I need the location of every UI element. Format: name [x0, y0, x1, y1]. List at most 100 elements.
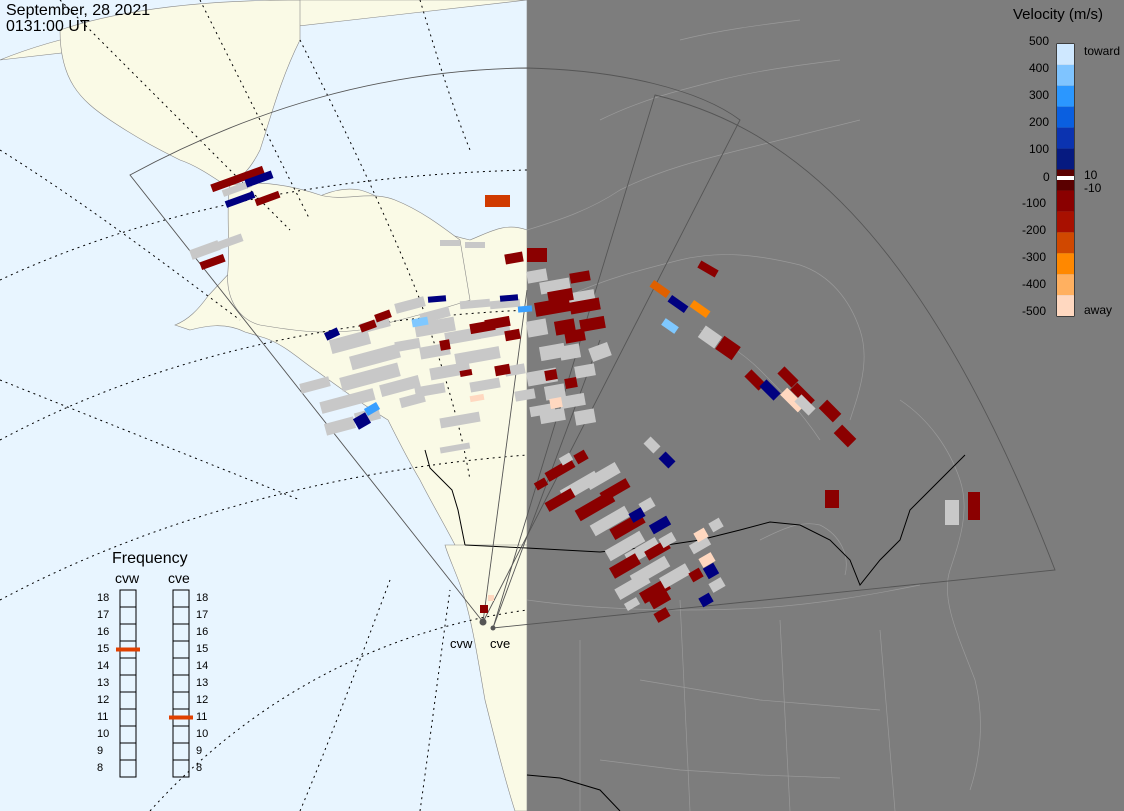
range-cell — [394, 296, 426, 314]
range-cell — [688, 535, 712, 555]
range-cell — [614, 572, 651, 600]
seward-land — [227, 182, 471, 333]
range-cell — [214, 233, 244, 251]
range-cell — [759, 379, 781, 401]
radar-echoes — [189, 165, 980, 623]
range-cell — [825, 490, 839, 508]
range-cell — [573, 408, 597, 426]
range-cell — [638, 497, 656, 513]
range-cell — [648, 515, 672, 535]
range-cell — [349, 343, 401, 371]
velocity-tick-label: 500 — [1029, 34, 1050, 48]
velocity-scale-zero-band — [1057, 176, 1074, 180]
frequency-marker-cvw — [116, 647, 140, 652]
range-cell — [689, 299, 711, 319]
range-cell — [526, 268, 548, 284]
range-cell — [319, 388, 376, 414]
velocity-tick-label: -400 — [1022, 277, 1047, 291]
range-cell — [489, 298, 521, 310]
range-cell — [588, 342, 612, 362]
range-cell — [379, 375, 421, 397]
range-cell — [599, 478, 631, 502]
frequency-level-label: 18 — [196, 591, 209, 604]
frequency-radar-cvw: cvw — [115, 570, 140, 586]
range-cell — [427, 295, 447, 303]
velocity-tick-label: -500 — [1022, 304, 1047, 318]
range-cell — [589, 505, 631, 537]
range-cell — [439, 442, 471, 454]
range-cell — [643, 436, 661, 454]
range-cell — [584, 462, 621, 490]
range-cell — [189, 240, 221, 260]
time-label: 0131:00 UT — [6, 18, 90, 35]
range-cell — [504, 328, 521, 342]
range-cell — [414, 382, 446, 398]
frequency-level-label: 9 — [97, 744, 104, 757]
range-cell — [224, 191, 256, 208]
range-cell — [667, 294, 689, 314]
frequency-level-label: 17 — [97, 608, 110, 621]
frequency-level-label: 18 — [97, 591, 110, 604]
range-cell — [254, 190, 281, 207]
site-label-cve: cve — [490, 636, 511, 651]
range-cell — [525, 318, 549, 338]
frequency-level-label: 10 — [97, 727, 110, 740]
frequency-marker-cve — [169, 715, 193, 720]
range-cell — [394, 337, 421, 353]
range-cell — [439, 411, 481, 429]
range-cell — [544, 369, 558, 381]
range-cell — [459, 369, 473, 377]
range-cell — [659, 563, 691, 589]
lower-48-land — [444, 544, 528, 811]
range-cell — [210, 165, 265, 193]
frequency-ladder-cvw — [119, 589, 137, 778]
range-cell — [558, 452, 574, 466]
range-cell — [439, 339, 451, 351]
frequency-level-label: 10 — [196, 727, 209, 740]
velocity-scale-band — [1057, 295, 1074, 316]
velocity-tick-label: 200 — [1029, 115, 1050, 129]
range-cell — [794, 394, 816, 416]
frequency-level-label: 9 — [196, 744, 203, 757]
velocity-scale-band — [1057, 106, 1074, 128]
range-cell — [609, 553, 641, 579]
frequency-level-label: 13 — [196, 676, 209, 689]
range-cell — [323, 416, 357, 436]
frequency-level-label: 15 — [196, 642, 209, 655]
frequency-level-label: 14 — [196, 659, 209, 672]
velocity-scale-band — [1057, 211, 1074, 233]
range-cell — [649, 279, 671, 299]
velocity-scale-band — [1057, 274, 1074, 296]
range-cell — [244, 170, 274, 188]
range-cell — [604, 530, 646, 562]
range-cell — [564, 328, 586, 344]
velocity-tick-label: 400 — [1029, 61, 1050, 75]
range-cell — [465, 242, 485, 248]
velocity-scale-band — [1057, 232, 1074, 254]
velocity-tick-label: -200 — [1022, 223, 1047, 237]
range-cell — [469, 393, 485, 403]
range-cell — [744, 369, 766, 391]
range-cell — [573, 449, 589, 465]
range-cell — [658, 531, 677, 549]
frequency-level-label: 11 — [196, 710, 208, 723]
range-cell — [440, 240, 460, 246]
frequency-level-label: 16 — [196, 625, 209, 638]
frequency-level-label: 11 — [97, 710, 109, 723]
frequency-level-label: 13 — [97, 676, 110, 689]
range-cell — [658, 451, 676, 469]
range-cell — [299, 376, 331, 394]
range-cell — [547, 287, 574, 305]
range-cell — [569, 270, 591, 284]
range-cell — [558, 343, 582, 361]
range-cell — [533, 477, 549, 491]
range-cell — [564, 377, 578, 389]
velocity-tick-label: 300 — [1029, 88, 1050, 102]
velocity-tick-label: -100 — [1022, 196, 1047, 210]
range-cell — [480, 605, 488, 613]
range-cell — [411, 316, 429, 328]
range-cell — [945, 500, 959, 525]
range-cell — [534, 297, 571, 317]
range-cell — [359, 319, 377, 333]
velocity-scale-title: Velocity (m/s) — [1013, 6, 1104, 23]
